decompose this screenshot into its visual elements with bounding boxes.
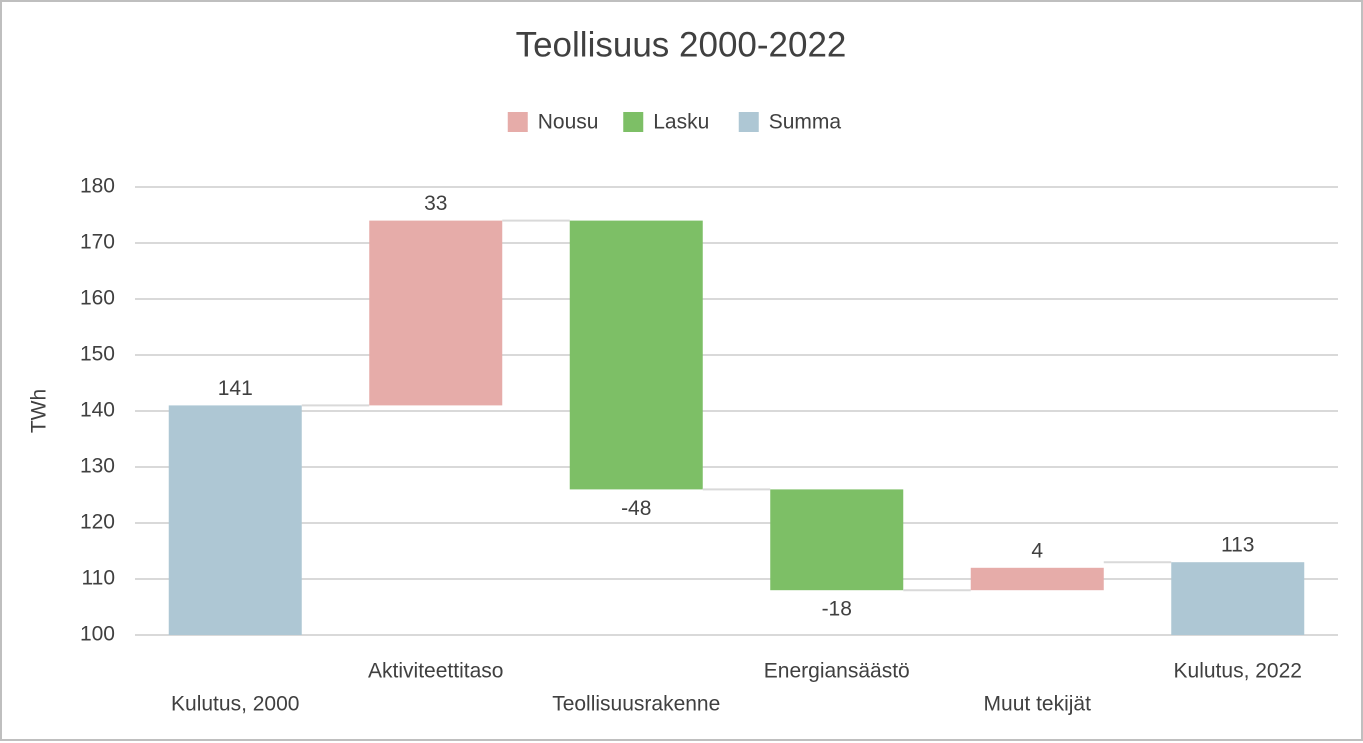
x-tick-label: Kulutus, 2022	[1174, 660, 1302, 683]
data-label: 113	[1221, 534, 1254, 557]
y-tick-label: 160	[80, 287, 115, 310]
y-tick-label: 150	[80, 343, 115, 366]
data-label: 4	[1031, 539, 1043, 562]
legend-swatch	[738, 112, 759, 132]
y-tick-label: 110	[82, 567, 115, 590]
x-tick-label: Kulutus, 2000	[171, 693, 299, 716]
bar	[970, 567, 1104, 591]
y-axis-title: TWh	[28, 389, 51, 433]
legend-label: Lasku	[653, 111, 709, 134]
x-tick-label: Teollisuusrakenne	[552, 693, 720, 716]
chart-title: Teollisuus 2000-2022	[516, 25, 847, 64]
data-label: 141	[218, 377, 253, 400]
y-tick-label: 100	[80, 623, 115, 646]
y-tick-label: 140	[80, 399, 115, 422]
y-tick-label: 170	[80, 231, 115, 254]
y-tick-label: 180	[80, 175, 115, 198]
bar	[569, 220, 703, 490]
x-tick-label: Aktiviteettitaso	[368, 660, 503, 683]
y-tick-label: 120	[80, 511, 115, 534]
bar	[1171, 562, 1305, 635]
data-label: -48	[621, 497, 651, 520]
data-label: -18	[822, 598, 852, 621]
data-label: 33	[424, 192, 447, 215]
legend-label: Summa	[769, 111, 842, 134]
bar	[369, 220, 503, 406]
legend-label: Nousu	[538, 111, 599, 134]
bar	[168, 405, 302, 635]
legend-swatch	[507, 112, 528, 132]
x-tick-label: Muut tekijät	[984, 693, 1092, 716]
legend-swatch	[623, 112, 644, 132]
x-tick-label: Energiansäästö	[764, 660, 910, 683]
bar	[770, 489, 904, 591]
legend: Nousu Lasku Summa	[507, 111, 842, 134]
y-tick-label: 130	[80, 455, 115, 478]
